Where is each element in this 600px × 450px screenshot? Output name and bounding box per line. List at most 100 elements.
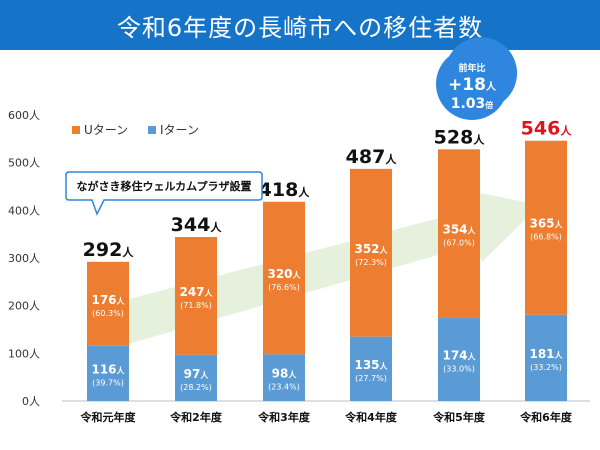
y-tick-label: 300人 — [8, 252, 40, 265]
iturn-value-label: 135人 — [354, 358, 388, 372]
iturn-unit: 人 — [555, 350, 564, 360]
total-value: 418 — [259, 179, 299, 201]
callout-ratio-value: 1.03 — [451, 96, 486, 112]
iturn-value-label: 174人 — [442, 349, 476, 363]
iturn-unit: 人 — [288, 370, 297, 380]
category-label: 令和3年度 — [257, 410, 311, 424]
uturn-value-label: 320人 — [267, 267, 301, 281]
iturn-value-label: 181人 — [529, 347, 563, 361]
category-label: 令和元年度 — [80, 410, 137, 424]
iturn-value: 174 — [442, 349, 467, 363]
callout-diff-unit: 人 — [486, 80, 497, 93]
total-value: 487 — [346, 146, 386, 168]
iturn-percent-label: (28.2%) — [180, 383, 212, 392]
y-tick-label: 600人 — [8, 109, 40, 122]
uturn-value-label: 247人 — [179, 285, 213, 299]
total-label: 487人 — [346, 146, 398, 168]
total-label: 344人 — [171, 214, 223, 236]
uturn-percent-label: (72.3%) — [355, 258, 387, 267]
iturn-value: 116 — [91, 362, 116, 376]
bar-segment-uturn — [87, 261, 129, 346]
bar-segment-uturn — [263, 201, 305, 355]
total-value: 292 — [83, 239, 123, 261]
total-unit: 人 — [473, 132, 485, 146]
total-unit: 人 — [385, 152, 397, 166]
category-label: 令和4年度 — [344, 410, 398, 424]
uturn-unit: 人 — [380, 245, 389, 255]
iturn-value: 97 — [184, 367, 201, 381]
iturn-percent-label: (23.4%) — [268, 383, 300, 392]
callout-line3: 1.03倍 — [451, 96, 494, 112]
uturn-percent-label: (71.8%) — [180, 301, 212, 310]
uturn-percent-label: (66.8%) — [530, 233, 562, 242]
comparison-callout-circle — [436, 48, 508, 120]
uturn-value: 247 — [179, 285, 204, 299]
category-label: 令和5年度 — [432, 410, 486, 424]
iturn-unit: 人 — [117, 365, 126, 375]
legend-swatch-uturn — [72, 126, 80, 134]
iturn-value-label: 98人 — [272, 367, 298, 381]
total-label: 418人 — [259, 179, 311, 201]
iturn-percent-label: (33.2%) — [530, 363, 562, 372]
legend-label-iturn: Iターン — [160, 123, 199, 137]
y-tick-label: 200人 — [8, 300, 40, 313]
uturn-value-label: 176人 — [91, 293, 125, 307]
y-tick-label: 0人 — [22, 395, 40, 408]
uturn-value: 320 — [267, 267, 292, 281]
callout-line1: 前年比 — [458, 62, 485, 74]
total-unit: 人 — [298, 185, 310, 199]
iturn-unit: 人 — [380, 361, 389, 371]
uturn-percent-label: (60.3%) — [92, 309, 124, 318]
total-unit: 人 — [560, 124, 572, 138]
iturn-value: 135 — [354, 358, 379, 372]
bar-segment-iturn — [87, 345, 129, 401]
uturn-value-label: 352人 — [354, 242, 388, 256]
callout-diff-value: +18 — [448, 75, 486, 95]
total-label: 292人 — [83, 239, 135, 261]
total-value: 546 — [521, 118, 561, 140]
y-tick-label: 100人 — [8, 347, 40, 360]
iturn-unit: 人 — [200, 370, 209, 380]
iturn-percent-label: (33.0%) — [443, 365, 475, 374]
total-value: 344 — [171, 214, 211, 236]
iturn-value-label: 97人 — [184, 367, 210, 381]
total-label: 546人 — [521, 118, 573, 140]
bar-segment-iturn — [438, 318, 480, 401]
uturn-value: 352 — [354, 242, 379, 256]
bar-segment-iturn — [525, 314, 567, 401]
page-title: 令和6年度の長崎市への移住者数 — [0, 0, 600, 50]
uturn-value: 176 — [91, 293, 116, 307]
category-label: 令和2年度 — [169, 410, 223, 424]
total-unit: 人 — [122, 245, 134, 259]
y-tick-label: 500人 — [8, 157, 40, 170]
callout-line2: +18人 — [448, 75, 497, 95]
total-label: 528人 — [434, 126, 486, 148]
uturn-unit: 人 — [205, 288, 214, 298]
legend-label-uturn: Uターン — [84, 123, 128, 137]
uturn-value-label: 365人 — [529, 217, 563, 231]
bar-segment-uturn — [350, 168, 392, 337]
note-callout-text: ながさき移住ウェルカムプラザ設置 — [76, 179, 251, 193]
bar-segment-iturn — [350, 336, 392, 401]
iturn-value: 181 — [529, 347, 554, 361]
legend-swatch-iturn — [148, 126, 156, 134]
growth-arrow-icon — [125, 190, 540, 345]
note-callout-bubble — [65, 171, 263, 216]
uturn-unit: 人 — [468, 226, 477, 236]
total-unit: 人 — [210, 220, 222, 234]
bar-segment-uturn — [175, 237, 217, 355]
uturn-value-label: 354人 — [442, 223, 476, 237]
uturn-percent-label: (76.6%) — [268, 283, 300, 292]
category-label: 令和6年度 — [519, 410, 573, 424]
uturn-unit: 人 — [117, 296, 126, 306]
uturn-unit: 人 — [293, 270, 302, 280]
y-tick-label: 400人 — [8, 204, 40, 217]
iturn-percent-label: (27.7%) — [355, 374, 387, 383]
bar-segment-uturn — [438, 149, 480, 319]
total-value: 528 — [434, 126, 474, 148]
bar-segment-uturn — [525, 140, 567, 315]
callout-ratio-unit: 倍 — [484, 100, 493, 110]
iturn-unit: 人 — [468, 352, 477, 362]
uturn-value: 354 — [442, 223, 467, 237]
